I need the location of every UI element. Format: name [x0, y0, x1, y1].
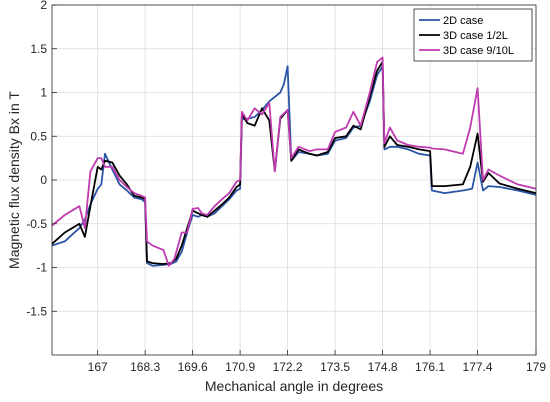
legend-label: 3D case 9/10L	[443, 45, 514, 57]
legend-label: 3D case 1/2L	[443, 30, 508, 42]
legend: 2D case 3D case 1/2L 3D case 9/10L	[413, 8, 533, 62]
y-tick-label: 2	[40, 0, 47, 12]
y-axis-ticks: -1.5 -1 -0.5 0 0.5 1 1.5 2	[26, 0, 57, 318]
y-tick-label: 0	[40, 173, 47, 187]
x-tick-label: 177.4	[463, 360, 493, 374]
x-tick-label: 173.5	[320, 360, 350, 374]
legend-label: 2D case	[443, 15, 483, 27]
x-tick-label: 179	[526, 360, 546, 374]
x-tick-label: 168.3	[130, 360, 160, 374]
y-tick-label: 1.5	[30, 42, 47, 56]
x-tick-label: 167	[88, 360, 108, 374]
x-axis-ticks: 167 168.3 169.6 170.9 172.2 173.5 174.8 176.1 17…	[88, 350, 546, 374]
y-axis-title: Magnetic flux density Bx in T	[6, 91, 22, 269]
x-tick-label: 170.9	[225, 360, 255, 374]
x-tick-label: 174.8	[368, 360, 398, 374]
series-line-2	[51, 61, 537, 265]
x-axis-title: Mechanical angle in degrees	[205, 378, 383, 394]
series-line-3	[51, 56, 537, 267]
x-tick-label: 169.6	[178, 360, 208, 374]
y-tick-label: -0.5	[26, 217, 47, 231]
x-tick-label: 176.1	[415, 360, 445, 374]
y-tick-label: -1	[36, 261, 47, 275]
x-tick-label: 172.2	[273, 360, 303, 374]
series-layer	[51, 56, 537, 267]
y-tick-label: -1.5	[26, 304, 47, 318]
y-tick-label: 1	[40, 86, 47, 100]
y-tick-label: 0.5	[30, 129, 47, 143]
series-line-1	[51, 65, 537, 267]
